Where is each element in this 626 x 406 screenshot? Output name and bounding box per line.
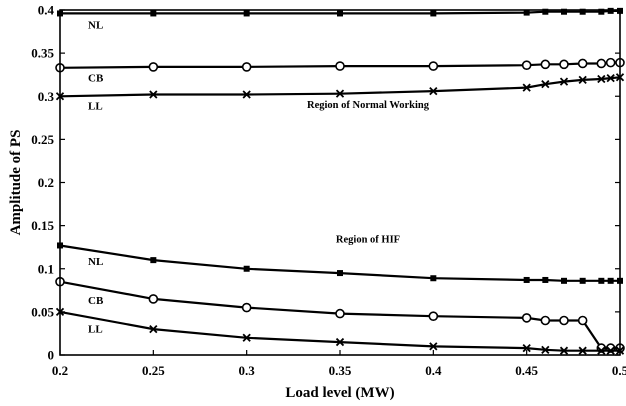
data-point-square xyxy=(561,8,567,15)
data-point-circle xyxy=(148,62,159,72)
data-point-square xyxy=(579,277,586,284)
y-tick-label: 0.1 xyxy=(38,261,54,276)
y-tick-label: 0 xyxy=(48,348,55,363)
axis-ticks: 0.2 0.25 0.3 0.35 0.4 0.45 0.5 0 0.05 0.1 0.15 0.2 0… xyxy=(31,3,626,379)
data-point-cross xyxy=(559,346,569,355)
data-point-cross xyxy=(149,90,158,99)
data-point-square xyxy=(542,8,549,15)
data-point-circle xyxy=(559,59,569,70)
series-line xyxy=(59,310,620,352)
y-tick-label: 0.05 xyxy=(31,304,54,319)
data-point-cross xyxy=(541,80,550,89)
data-point-circle xyxy=(521,60,532,70)
data-point-circle xyxy=(428,61,439,71)
series-ll-2: LL xyxy=(55,73,625,113)
data-point-cross xyxy=(149,324,158,334)
data-point-cross xyxy=(606,346,615,355)
data-point-circle xyxy=(605,57,616,68)
data-point-cross xyxy=(242,90,251,99)
data-point-cross xyxy=(429,86,438,96)
x-tick-label: 0.45 xyxy=(515,363,538,378)
y-tick-label: 0.4 xyxy=(38,3,55,18)
x-tick-label: 0.25 xyxy=(142,363,165,378)
data-point-circle xyxy=(241,302,252,313)
y-tick-label: 0.2 xyxy=(38,175,54,190)
x-axis-title: Load level (MW) xyxy=(285,385,394,401)
data-point-circle xyxy=(148,294,159,304)
data-point-circle xyxy=(428,311,439,321)
data-point-circle xyxy=(559,315,569,326)
x-tick-label: 0.3 xyxy=(239,363,256,378)
x-tick-label: 0.2 xyxy=(52,363,68,378)
data-point-circle xyxy=(335,61,345,71)
data-point-square xyxy=(243,265,250,272)
y-tick-label: 0.35 xyxy=(31,46,54,61)
data-point-cross xyxy=(578,346,587,355)
data-point-cross xyxy=(335,89,345,98)
data-point-square xyxy=(523,276,530,283)
data-point-cross xyxy=(335,337,345,347)
series-label: LL xyxy=(88,101,103,113)
data-point-square xyxy=(150,257,157,264)
data-point-square xyxy=(598,8,605,15)
data-point-cross xyxy=(597,346,606,355)
y-axis-title: Amplitude of PS xyxy=(8,130,24,236)
data-point-cross xyxy=(559,77,569,86)
x-tick-label: 0.5 xyxy=(612,363,626,378)
series-label: CB xyxy=(88,72,104,84)
data-point-circle xyxy=(540,315,551,326)
series-label: NL xyxy=(88,20,103,32)
series-nl-3: NL xyxy=(57,242,623,284)
data-point-circle xyxy=(241,62,252,72)
x-tick-label: 0.4 xyxy=(425,363,442,378)
series-ll-5: LL xyxy=(55,307,625,355)
region-annotation: Region of HIF xyxy=(336,235,400,246)
data-point-square xyxy=(598,277,605,284)
data-point-cross xyxy=(522,83,531,92)
data-point-square xyxy=(561,277,567,284)
x-tick-label: 0.35 xyxy=(329,363,352,378)
data-point-circle xyxy=(577,315,588,326)
data-point-cross xyxy=(242,333,251,342)
data-point-square xyxy=(542,276,549,283)
data-point-square xyxy=(607,7,614,14)
series-cb-1: CB xyxy=(55,57,625,84)
data-point-cross xyxy=(597,74,606,84)
series-label: NL xyxy=(88,256,103,268)
chart-marks: NL CB LL NL CB LL xyxy=(55,7,625,355)
chart-annotations: Region of Normal Working Region of HIF xyxy=(307,100,430,246)
data-point-cross xyxy=(541,345,550,354)
data-point-cross xyxy=(578,75,587,84)
data-point-square xyxy=(430,275,437,282)
y-tick-label: 0.15 xyxy=(31,218,54,233)
data-point-square xyxy=(337,270,343,277)
y-tick-label: 0.25 xyxy=(31,132,54,147)
data-point-circle xyxy=(335,308,345,319)
data-point-circle xyxy=(596,58,607,69)
series-line xyxy=(59,76,621,98)
data-point-cross xyxy=(429,342,438,351)
data-point-circle xyxy=(540,59,551,70)
data-point-square xyxy=(579,8,586,15)
data-point-square xyxy=(607,277,614,284)
series-label: LL xyxy=(88,323,103,335)
y-tick-label: 0.3 xyxy=(38,89,55,104)
data-point-cross xyxy=(522,343,531,353)
data-point-circle xyxy=(577,58,588,69)
series-label: CB xyxy=(88,295,104,307)
region-annotation: Region of Normal Working xyxy=(307,100,430,111)
data-point-circle xyxy=(521,313,532,323)
data-point-cross xyxy=(606,74,615,83)
